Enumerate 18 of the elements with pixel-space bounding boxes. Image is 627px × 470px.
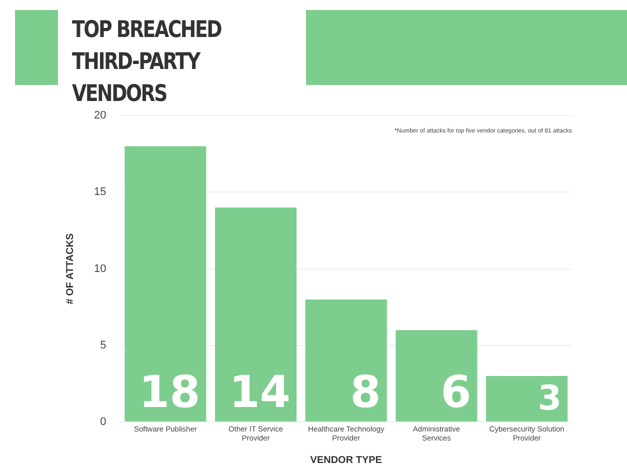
y-tick-label: 5 [100,339,106,352]
chart-title: TOP BREACHED THIRD-PARTY VENDORS [72,16,222,109]
bar [214,208,297,422]
data-label: 18 [138,366,200,418]
y-tick-label: 0 [100,416,106,428]
data-label: 6 [440,366,472,418]
data-label: 14 [229,366,291,418]
data-label: 8 [350,366,381,418]
x-axis-title: VENDOR TYPE [310,454,382,466]
bar [486,376,568,422]
bar [396,330,478,422]
y-axis-title: # OF ATTACKS [64,233,76,304]
y-tick-label: 15 [94,186,106,198]
y-tick-label: 20 [94,110,106,122]
bar [124,146,206,422]
data-label: 3 [538,378,562,418]
bar [305,299,387,422]
y-tick-label: 10 [94,262,106,275]
